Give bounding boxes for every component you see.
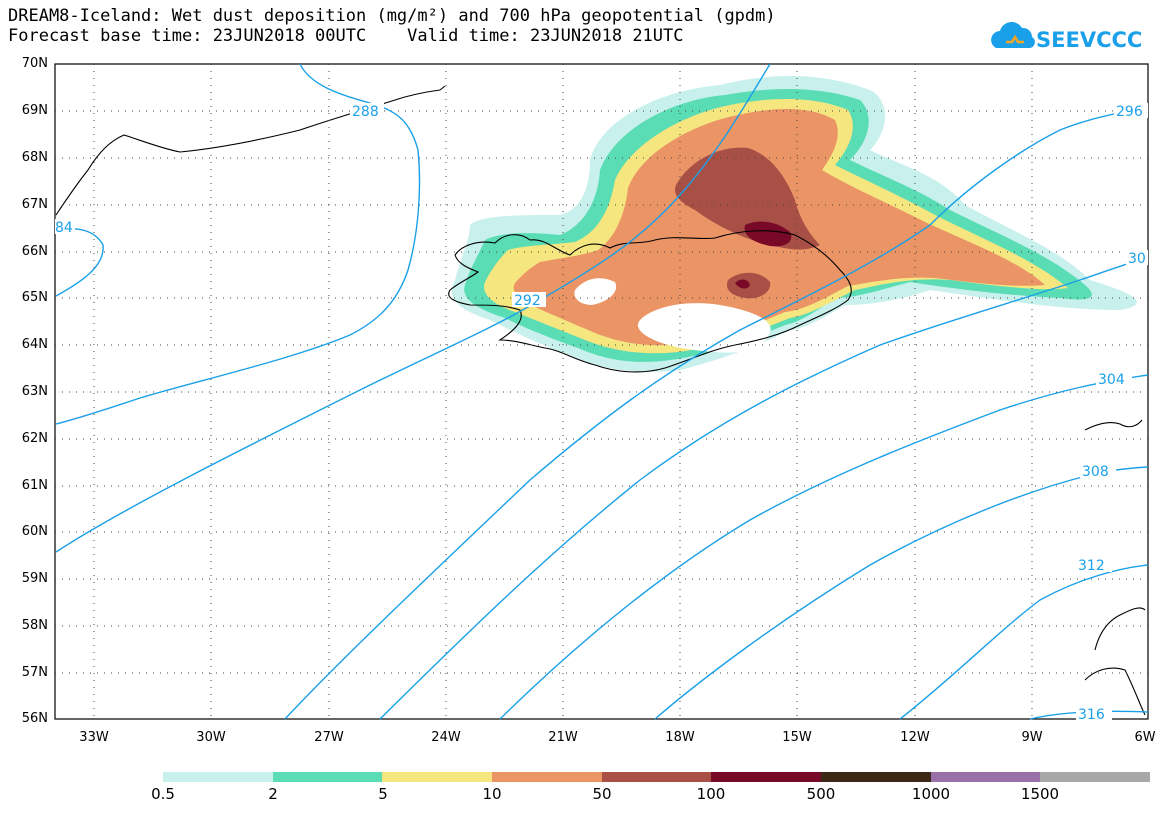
dust-deposition-layer xyxy=(451,75,1137,372)
colorbar-label: 50 xyxy=(592,785,612,803)
dust-50 xyxy=(674,147,820,250)
colorbar-label: 0.5 xyxy=(151,785,175,803)
lat-label: 56N xyxy=(21,711,48,726)
contour-label-312: 312 xyxy=(1078,558,1105,574)
colorbar-swatch xyxy=(821,772,931,782)
colorbar-label: 500 xyxy=(806,785,836,803)
colorbar-label: 1000 xyxy=(911,785,951,803)
lon-label: 6W xyxy=(1134,730,1156,745)
map-subtitle: Forecast base time: 23JUN2018 00UTC Vali… xyxy=(8,26,684,46)
lat-label: 62N xyxy=(21,431,48,446)
contour-300 xyxy=(379,257,1149,720)
logo-text: SEEVCCC xyxy=(1036,28,1142,52)
lon-label: 30W xyxy=(196,730,226,745)
lat-label: 66N xyxy=(21,244,48,259)
lon-label: 9W xyxy=(1021,730,1043,745)
contour-312 xyxy=(899,564,1149,720)
colorbar-swatch xyxy=(711,772,822,782)
contour-labels: 288 296 84 292 30 304 308 312 316 xyxy=(55,103,1148,723)
contour-label-292: 292 xyxy=(514,293,541,309)
dust-100 xyxy=(744,221,792,247)
lat-label: 64N xyxy=(21,337,48,352)
scotland-coastline xyxy=(1084,419,1146,716)
graticule xyxy=(55,64,1148,719)
contour-label-300: 30 xyxy=(1128,251,1146,267)
contour-296 xyxy=(284,107,1149,720)
contour-292 xyxy=(55,63,771,553)
map-title: DREAM8-Iceland: Wet dust deposition (mg/… xyxy=(8,6,776,26)
lon-label: 21W xyxy=(548,730,578,745)
colorbar-label: 1500 xyxy=(1020,785,1060,803)
lat-label: 58N xyxy=(21,618,48,633)
seevccc-logo: SEEVCCC xyxy=(991,22,1142,52)
no-dust-region-west xyxy=(574,278,617,305)
colorbar-swatch xyxy=(272,772,383,782)
lat-label: 68N xyxy=(21,150,48,165)
dust-100b xyxy=(735,279,750,289)
contour-label-304: 304 xyxy=(1098,372,1125,388)
colorbar-swatch xyxy=(601,772,712,782)
lat-label: 63N xyxy=(21,384,48,399)
colorbar-label: 2 xyxy=(268,785,278,803)
colorbar-label: 10 xyxy=(482,785,502,803)
iceland-coastline xyxy=(448,230,852,373)
colorbar-label: 100 xyxy=(696,785,726,803)
lon-label: 27W xyxy=(314,730,344,745)
lat-label: 67N xyxy=(21,197,48,212)
colorbar-swatch xyxy=(930,772,1041,782)
lat-label: 59N xyxy=(21,571,48,586)
lat-label: 70N xyxy=(21,56,48,71)
lat-label: 69N xyxy=(21,103,48,118)
lat-label: 57N xyxy=(21,665,48,680)
lat-label: 65N xyxy=(21,290,48,305)
lon-label: 15W xyxy=(782,730,812,745)
no-dust-region xyxy=(637,303,771,353)
lon-label: 18W xyxy=(665,730,695,745)
contour-label-308: 308 xyxy=(1082,464,1109,480)
lon-label: 24W xyxy=(431,730,461,745)
contour-label-284: 84 xyxy=(55,220,73,236)
colorbar-swatch xyxy=(1040,772,1151,782)
lat-label: 61N xyxy=(21,478,48,493)
contour-label-316: 316 xyxy=(1078,707,1105,723)
colorbar-swatch xyxy=(163,772,273,782)
lon-label: 33W xyxy=(79,730,109,745)
cloud-logo-icon xyxy=(991,22,1035,48)
greenland-coastline xyxy=(55,85,446,216)
colorbar-swatch xyxy=(382,772,493,782)
colorbar-label: 5 xyxy=(378,785,388,803)
contour-label-296: 296 xyxy=(1116,104,1143,120)
colorbar xyxy=(163,772,1151,782)
contour-304 xyxy=(499,374,1149,720)
contour-label-288: 288 xyxy=(352,104,379,120)
coastlines xyxy=(55,85,1146,716)
colorbar-swatch xyxy=(492,772,602,782)
lat-label: 60N xyxy=(21,524,48,539)
lon-label: 12W xyxy=(900,730,930,745)
